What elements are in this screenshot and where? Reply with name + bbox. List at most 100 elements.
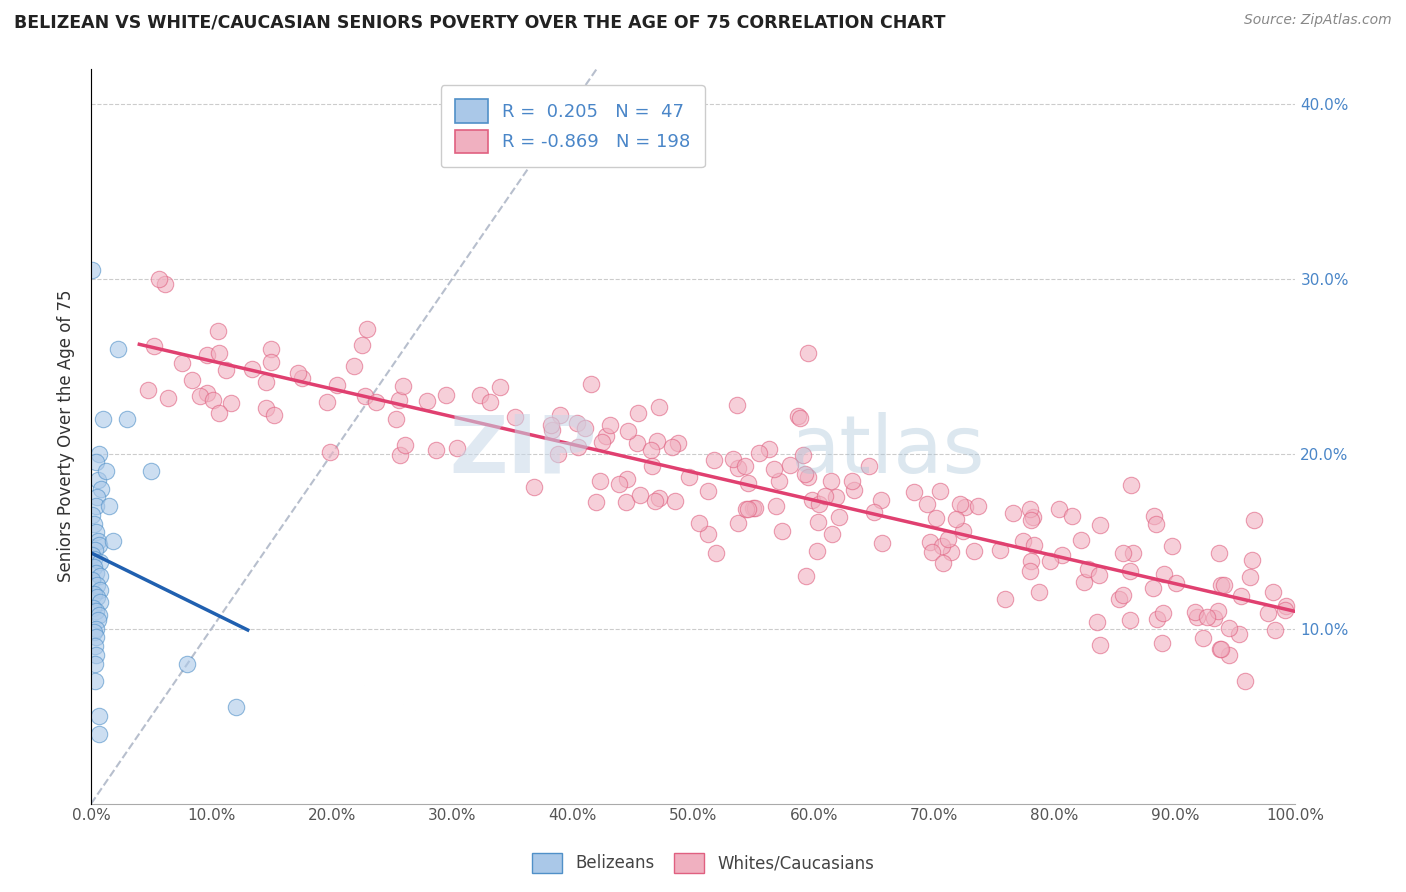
- Point: [1153, 566, 1175, 581]
- Point: [207, 324, 229, 338]
- Point: [727, 461, 749, 475]
- Point: [1218, 648, 1240, 662]
- Point: [607, 476, 630, 491]
- Point: [770, 524, 793, 538]
- Point: [1240, 552, 1263, 566]
- Point: [87, 538, 110, 552]
- Point: [385, 411, 408, 425]
- Point: [918, 534, 941, 549]
- Point: [326, 377, 349, 392]
- Point: [696, 526, 718, 541]
- Point: [1119, 613, 1142, 627]
- Point: [195, 348, 218, 362]
- Point: [98, 499, 121, 513]
- Point: [1211, 578, 1233, 592]
- Point: [84, 631, 107, 645]
- Point: [84, 648, 107, 662]
- Y-axis label: Seniors Poverty Over the Age of 75: Seniors Poverty Over the Age of 75: [58, 290, 75, 582]
- Point: [446, 442, 468, 456]
- Point: [758, 442, 780, 456]
- Point: [1166, 576, 1188, 591]
- Point: [688, 516, 710, 531]
- Point: [1108, 591, 1130, 606]
- Point: [425, 443, 447, 458]
- Point: [141, 464, 163, 478]
- Point: [86, 491, 108, 505]
- Point: [748, 446, 770, 460]
- Point: [863, 505, 886, 519]
- Point: [616, 495, 638, 509]
- Point: [1022, 509, 1045, 524]
- Point: [388, 448, 411, 462]
- Point: [82, 600, 104, 615]
- Point: [1212, 578, 1234, 592]
- Point: [792, 448, 814, 462]
- Point: [202, 393, 225, 408]
- Point: [1019, 564, 1042, 578]
- Point: [1243, 513, 1265, 527]
- Point: [170, 356, 193, 370]
- Point: [1087, 615, 1109, 630]
- Point: [254, 375, 277, 389]
- Legend: R =  0.205   N =  47, R = -0.869   N = 198: R = 0.205 N = 47, R = -0.869 N = 198: [441, 85, 704, 168]
- Point: [540, 423, 562, 437]
- Point: [82, 548, 104, 562]
- Point: [1142, 581, 1164, 595]
- Point: [1233, 674, 1256, 689]
- Point: [768, 474, 790, 488]
- Point: [921, 545, 943, 559]
- Text: ZIP: ZIP: [450, 412, 598, 490]
- Point: [1088, 638, 1111, 652]
- Point: [540, 417, 562, 432]
- Point: [87, 473, 110, 487]
- Point: [827, 509, 849, 524]
- Point: [84, 455, 107, 469]
- Point: [1111, 546, 1133, 560]
- Point: [260, 355, 283, 369]
- Point: [86, 578, 108, 592]
- Point: [903, 485, 925, 500]
- Point: [547, 446, 569, 460]
- Point: [1264, 624, 1286, 638]
- Point: [1208, 546, 1230, 560]
- Point: [806, 544, 828, 558]
- Point: [1022, 538, 1045, 552]
- Point: [1152, 606, 1174, 620]
- Point: [1195, 610, 1218, 624]
- Point: [356, 322, 378, 336]
- Point: [83, 516, 105, 531]
- Point: [156, 391, 179, 405]
- Point: [143, 339, 166, 353]
- Point: [703, 453, 725, 467]
- Point: [1144, 517, 1167, 532]
- Point: [503, 409, 526, 424]
- Point: [89, 595, 111, 609]
- Point: [1142, 509, 1164, 524]
- Point: [1239, 570, 1261, 584]
- Text: BELIZEAN VS WHITE/CAUCASIAN SENIORS POVERTY OVER THE AGE OF 75 CORRELATION CHART: BELIZEAN VS WHITE/CAUCASIAN SENIORS POVE…: [14, 13, 946, 31]
- Point: [1122, 546, 1144, 560]
- Point: [1191, 631, 1213, 645]
- Point: [394, 438, 416, 452]
- Point: [929, 484, 952, 499]
- Point: [136, 383, 159, 397]
- Point: [1209, 642, 1232, 657]
- Point: [765, 499, 787, 513]
- Point: [84, 657, 107, 671]
- Point: [83, 674, 105, 689]
- Point: [939, 544, 962, 558]
- Point: [565, 416, 588, 430]
- Point: [779, 458, 801, 472]
- Point: [91, 411, 114, 425]
- Point: [548, 408, 571, 422]
- Point: [801, 493, 824, 508]
- Point: [627, 406, 650, 420]
- Point: [858, 459, 880, 474]
- Point: [188, 389, 211, 403]
- Point: [353, 388, 375, 402]
- Point: [808, 497, 831, 511]
- Point: [1052, 548, 1074, 562]
- Point: [415, 393, 437, 408]
- Point: [664, 494, 686, 508]
- Point: [591, 435, 613, 450]
